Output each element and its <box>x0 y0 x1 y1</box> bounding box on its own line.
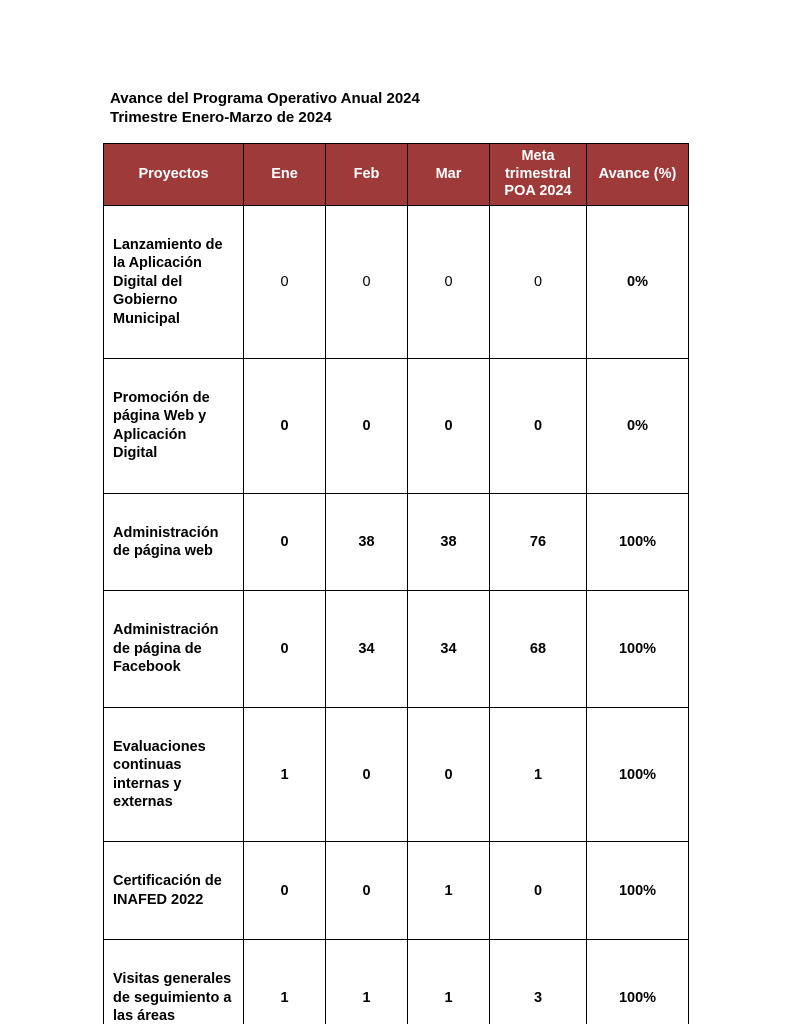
table-row: Evaluaciones continuas internas y extern… <box>103 706 689 843</box>
ene-value-cell: 0 <box>243 204 326 360</box>
ene-value-cell: 0 <box>243 590 326 708</box>
document-title: Avance del Programa Operativo Anual 2024 <box>110 90 420 107</box>
avance-value-cell: 100% <box>586 706 689 843</box>
ene-value-cell: 1 <box>243 706 326 843</box>
avance-value-cell: 0% <box>586 358 689 494</box>
meta-value-cell: 0 <box>489 204 587 360</box>
feb-value-cell: 1 <box>325 939 408 1024</box>
poa-progress-table: Proyectos Ene Feb Mar Meta trimestral POA 20… <box>103 143 689 1024</box>
column-header-2: Feb <box>325 143 408 206</box>
mar-value-cell: 34 <box>407 590 490 708</box>
feb-value-cell: 0 <box>325 841 408 941</box>
column-header-5: Avance (%) <box>586 143 689 206</box>
meta-value-cell: 1 <box>489 706 587 843</box>
project-name-cell: Visitas generales de seguimiento a las á… <box>103 939 244 1024</box>
column-header-0: Proyectos <box>103 143 244 206</box>
column-header-1: Ene <box>243 143 326 206</box>
title-block: Avance del Programa Operativo Anual 2024… <box>110 90 420 128</box>
meta-value-cell: 76 <box>489 492 587 592</box>
table-row: Visitas generales de seguimiento a las á… <box>103 939 689 1024</box>
mar-value-cell: 0 <box>407 204 490 360</box>
ene-value-cell: 0 <box>243 841 326 941</box>
ene-value-cell: 0 <box>243 492 326 592</box>
document-subtitle: Trimestre Enero-Marzo de 2024 <box>110 108 332 126</box>
meta-value-cell: 0 <box>489 358 587 494</box>
column-header-3: Mar <box>407 143 490 206</box>
project-name-cell: Evaluaciones continuas internas y extern… <box>103 706 244 843</box>
project-name-cell: Lanzamiento de la Aplicación Digital del… <box>103 204 244 360</box>
meta-value-cell: 3 <box>489 939 587 1024</box>
avance-value-cell: 100% <box>586 590 689 708</box>
avance-value-cell: 100% <box>586 492 689 592</box>
feb-value-cell: 34 <box>325 590 408 708</box>
table-row: Promoción de página Web y Aplicación Dig… <box>103 358 689 494</box>
avance-value-cell: 100% <box>586 841 689 941</box>
meta-value-cell: 0 <box>489 841 587 941</box>
avance-value-cell: 100% <box>586 939 689 1024</box>
project-name-cell: Administración de página web <box>103 492 244 592</box>
feb-value-cell: 0 <box>325 706 408 843</box>
table-row: Lanzamiento de la Aplicación Digital del… <box>103 204 689 360</box>
project-name-cell: Promoción de página Web y Aplicación Dig… <box>103 358 244 494</box>
feb-value-cell: 0 <box>325 204 408 360</box>
meta-value-cell: 68 <box>489 590 587 708</box>
table-row: Administración de página de Facebook 0 34 3… <box>103 590 689 708</box>
table-row: Administración de página web 0 38 38 76 100% <box>103 492 689 592</box>
table-header-row: Proyectos Ene Feb Mar Meta trimestral POA 20… <box>103 143 689 206</box>
project-name-cell: Administración de página de Facebook <box>103 590 244 708</box>
feb-value-cell: 0 <box>325 358 408 494</box>
column-header-4: Meta trimestral POA 2024 <box>489 143 587 206</box>
mar-value-cell: 1 <box>407 841 490 941</box>
feb-value-cell: 38 <box>325 492 408 592</box>
table-row: Certificación de INAFED 2022 0 0 1 0 100% <box>103 841 689 941</box>
mar-value-cell: 0 <box>407 706 490 843</box>
ene-value-cell: 0 <box>243 358 326 494</box>
mar-value-cell: 1 <box>407 939 490 1024</box>
project-name-cell: Certificación de INAFED 2022 <box>103 841 244 941</box>
mar-value-cell: 38 <box>407 492 490 592</box>
mar-value-cell: 0 <box>407 358 490 494</box>
avance-value-cell: 0% <box>586 204 689 360</box>
ene-value-cell: 1 <box>243 939 326 1024</box>
